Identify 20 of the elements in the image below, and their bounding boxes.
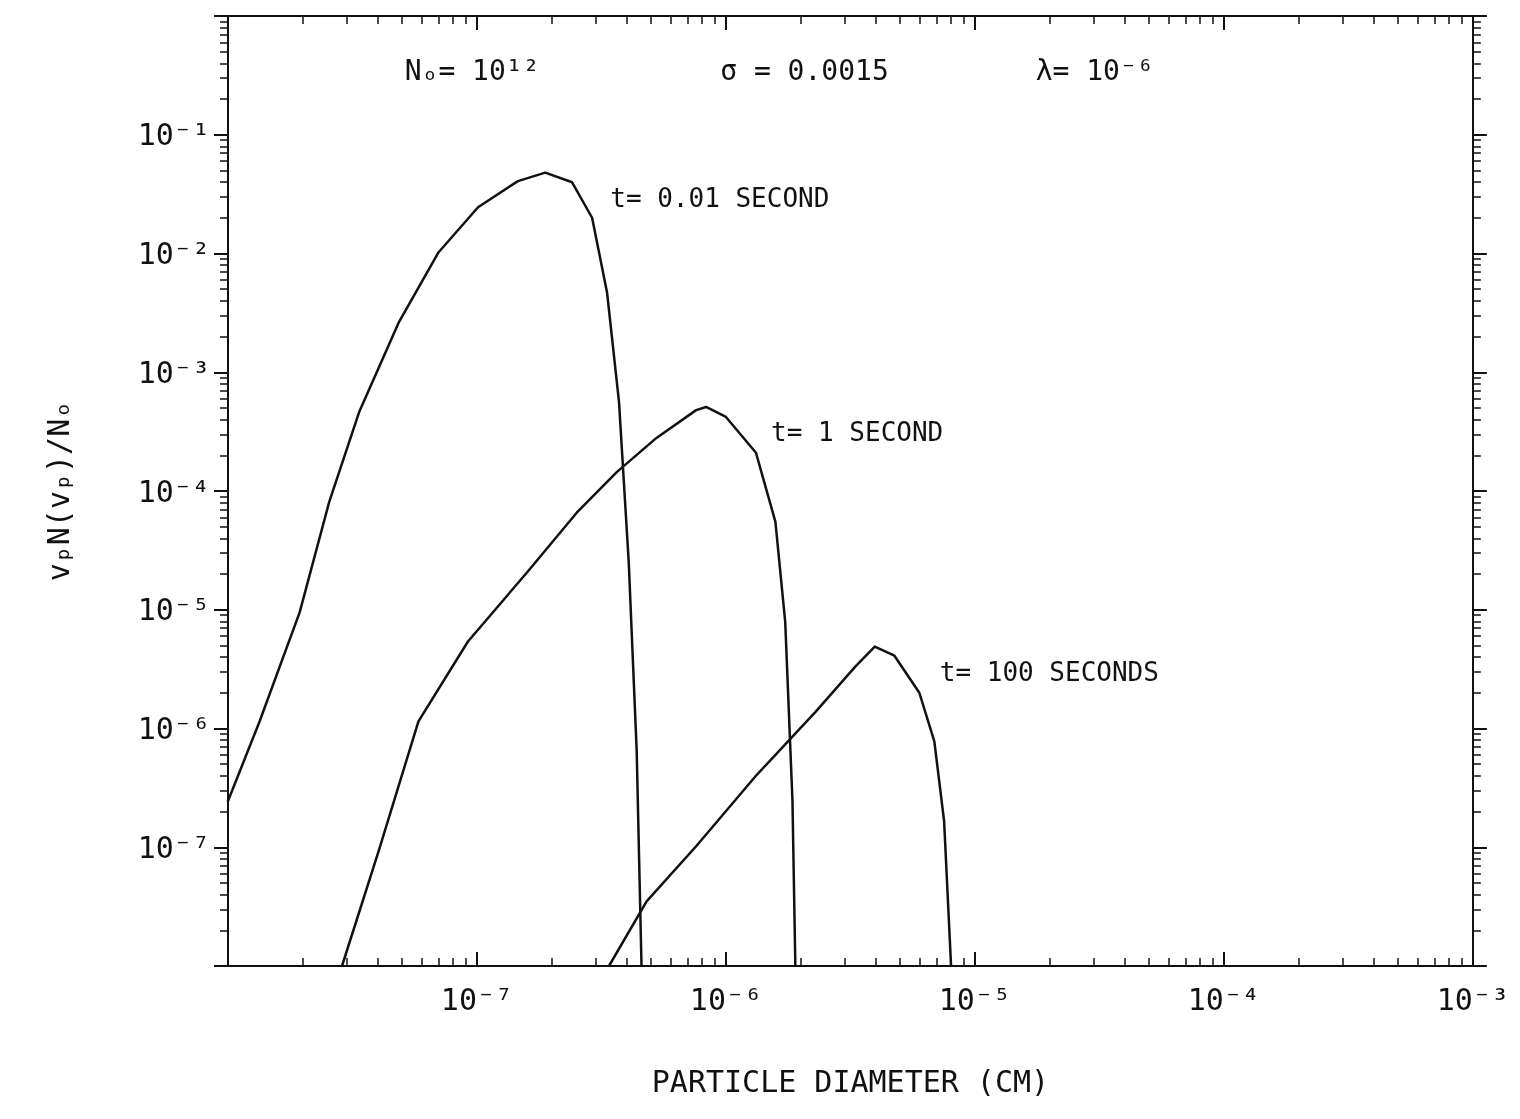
y-tick-label: 10⁻⁴ bbox=[137, 473, 210, 509]
series-label: t= 1 SECOND bbox=[771, 416, 944, 447]
annotation: Nₒ= 10¹² bbox=[404, 53, 540, 87]
x-tick-label: 10⁻⁵ bbox=[938, 981, 1012, 1017]
x-tick-label: 10⁻³ bbox=[1436, 981, 1509, 1017]
y-tick-label: 10⁻⁵ bbox=[137, 592, 210, 628]
y-tick-label: 10⁻³ bbox=[137, 354, 210, 390]
x-tick-label: 10⁻⁴ bbox=[1187, 981, 1261, 1017]
y-axis-title: vₚN(vₚ)/Nₒ bbox=[40, 400, 76, 582]
series-label: t= 100 SECONDS bbox=[939, 656, 1159, 687]
x-axis-title: PARTICLE DIAMETER (CM) bbox=[651, 1063, 1050, 1099]
y-tick-label: 10⁻² bbox=[137, 236, 210, 271]
x-tick-label: 10⁻⁷ bbox=[440, 981, 514, 1017]
series-label: t= 0.01 SECOND bbox=[610, 182, 830, 213]
x-tick-label: 10⁻⁶ bbox=[689, 981, 763, 1017]
y-tick-label: 10⁻⁷ bbox=[137, 829, 210, 865]
y-tick-label: 10⁻⁶ bbox=[137, 711, 210, 746]
y-tick-label: 10⁻¹ bbox=[137, 117, 210, 153]
annotation: λ= 10⁻⁶ bbox=[1035, 53, 1154, 87]
annotation: σ = 0.0015 bbox=[720, 53, 889, 87]
